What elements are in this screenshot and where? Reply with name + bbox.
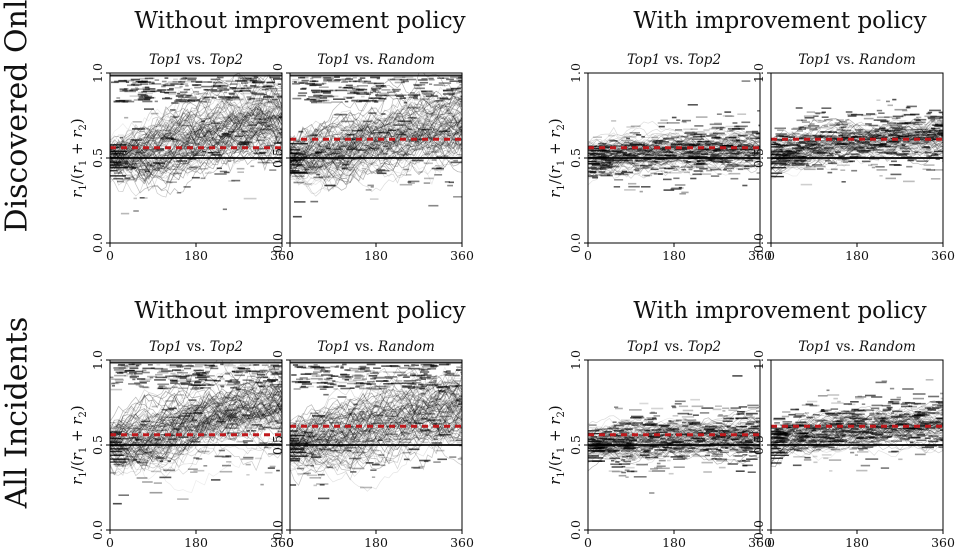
x-tick-label: 0 bbox=[584, 248, 592, 263]
y-tick-label: 1.0 bbox=[90, 350, 105, 370]
y-tick-label: 0.0 bbox=[568, 233, 583, 253]
heatmap-traces bbox=[771, 379, 943, 472]
panel-title: Top1 vs. Random bbox=[317, 339, 435, 355]
heatmap-traces bbox=[110, 73, 282, 215]
x-tick-label: 180 bbox=[845, 535, 869, 548]
panel-title: Top1 vs. Random bbox=[798, 339, 916, 355]
heatmap-traces bbox=[771, 98, 943, 186]
panel-title: Top1 vs. Top2 bbox=[627, 52, 721, 68]
x-tick-label: 360 bbox=[270, 248, 294, 263]
panel-title: Top1 vs. Top2 bbox=[627, 339, 721, 355]
group-title-without-bottom: Without improvement policy bbox=[134, 298, 466, 324]
y-tick-label: 1.0 bbox=[270, 350, 285, 370]
x-tick-label: 180 bbox=[184, 248, 208, 263]
x-tick-label: 360 bbox=[450, 535, 474, 548]
y-tick-label: 0.0 bbox=[751, 233, 766, 253]
x-tick-label: 360 bbox=[931, 248, 955, 263]
y-tick-label: 0.5 bbox=[568, 435, 583, 455]
x-tick-label: 180 bbox=[845, 248, 869, 263]
x-tick-label: 180 bbox=[184, 535, 208, 548]
x-tick-label: 0 bbox=[767, 248, 775, 263]
y-axis-label: r1/(r1 + r2) bbox=[68, 118, 89, 198]
panel-title: Top1 vs. Top2 bbox=[149, 339, 243, 355]
y-tick-label: 0.0 bbox=[90, 520, 105, 540]
x-tick-label: 180 bbox=[662, 535, 686, 548]
x-tick-label: 360 bbox=[450, 248, 474, 263]
y-tick-label: 0.5 bbox=[568, 148, 583, 168]
x-tick-label: 360 bbox=[931, 535, 955, 548]
y-tick-label: 0.5 bbox=[90, 148, 105, 168]
y-axis-label: r1/(r1 + r2) bbox=[546, 118, 567, 198]
heatmap-traces bbox=[588, 80, 760, 195]
x-tick-label: 0 bbox=[767, 535, 775, 548]
x-tick-label: 180 bbox=[662, 248, 686, 263]
y-tick-label: 0.0 bbox=[751, 520, 766, 540]
y-tick-label: 1.0 bbox=[568, 63, 583, 83]
y-tick-label: 0.0 bbox=[568, 520, 583, 540]
y-tick-label: 0.5 bbox=[751, 435, 766, 455]
panel-title: Top1 vs. Random bbox=[798, 52, 916, 68]
y-tick-label: 1.0 bbox=[568, 350, 583, 370]
heatmap-traces bbox=[290, 361, 462, 500]
y-tick-label: 0.0 bbox=[270, 233, 285, 253]
x-tick-label: 0 bbox=[286, 535, 294, 548]
y-tick-label: 1.0 bbox=[90, 63, 105, 83]
y-tick-label: 0.5 bbox=[270, 148, 285, 168]
group-title-with-top: With improvement policy bbox=[633, 8, 927, 34]
group-title-without-top: Without improvement policy bbox=[134, 8, 466, 34]
y-axis-label: r1/(r1 + r2) bbox=[68, 405, 89, 485]
y-tick-label: 0.0 bbox=[270, 520, 285, 540]
x-tick-label: 0 bbox=[584, 535, 592, 548]
heatmap-traces bbox=[290, 73, 462, 218]
x-tick-label: 180 bbox=[364, 248, 388, 263]
x-tick-label: 180 bbox=[364, 535, 388, 548]
x-tick-label: 0 bbox=[286, 248, 294, 263]
panel-title: Top1 vs. Top2 bbox=[149, 52, 243, 68]
y-tick-label: 1.0 bbox=[751, 350, 766, 370]
y-tick-label: 0.5 bbox=[751, 148, 766, 168]
x-tick-label: 0 bbox=[106, 535, 114, 548]
x-tick-label: 360 bbox=[270, 535, 294, 548]
x-tick-label: 0 bbox=[106, 248, 114, 263]
x-tick-label: 360 bbox=[748, 535, 772, 548]
y-tick-label: 1.0 bbox=[270, 63, 285, 83]
heatmap-traces bbox=[110, 360, 282, 505]
y-tick-label: 0.0 bbox=[90, 233, 105, 253]
y-tick-label: 0.5 bbox=[270, 435, 285, 455]
x-tick-label: 360 bbox=[748, 248, 772, 263]
y-axis-label: r1/(r1 + r2) bbox=[546, 405, 567, 485]
group-title-with-bottom: With improvement policy bbox=[633, 298, 927, 324]
panel-title: Top1 vs. Random bbox=[317, 52, 435, 68]
y-tick-label: 1.0 bbox=[751, 63, 766, 83]
y-tick-label: 0.5 bbox=[90, 435, 105, 455]
